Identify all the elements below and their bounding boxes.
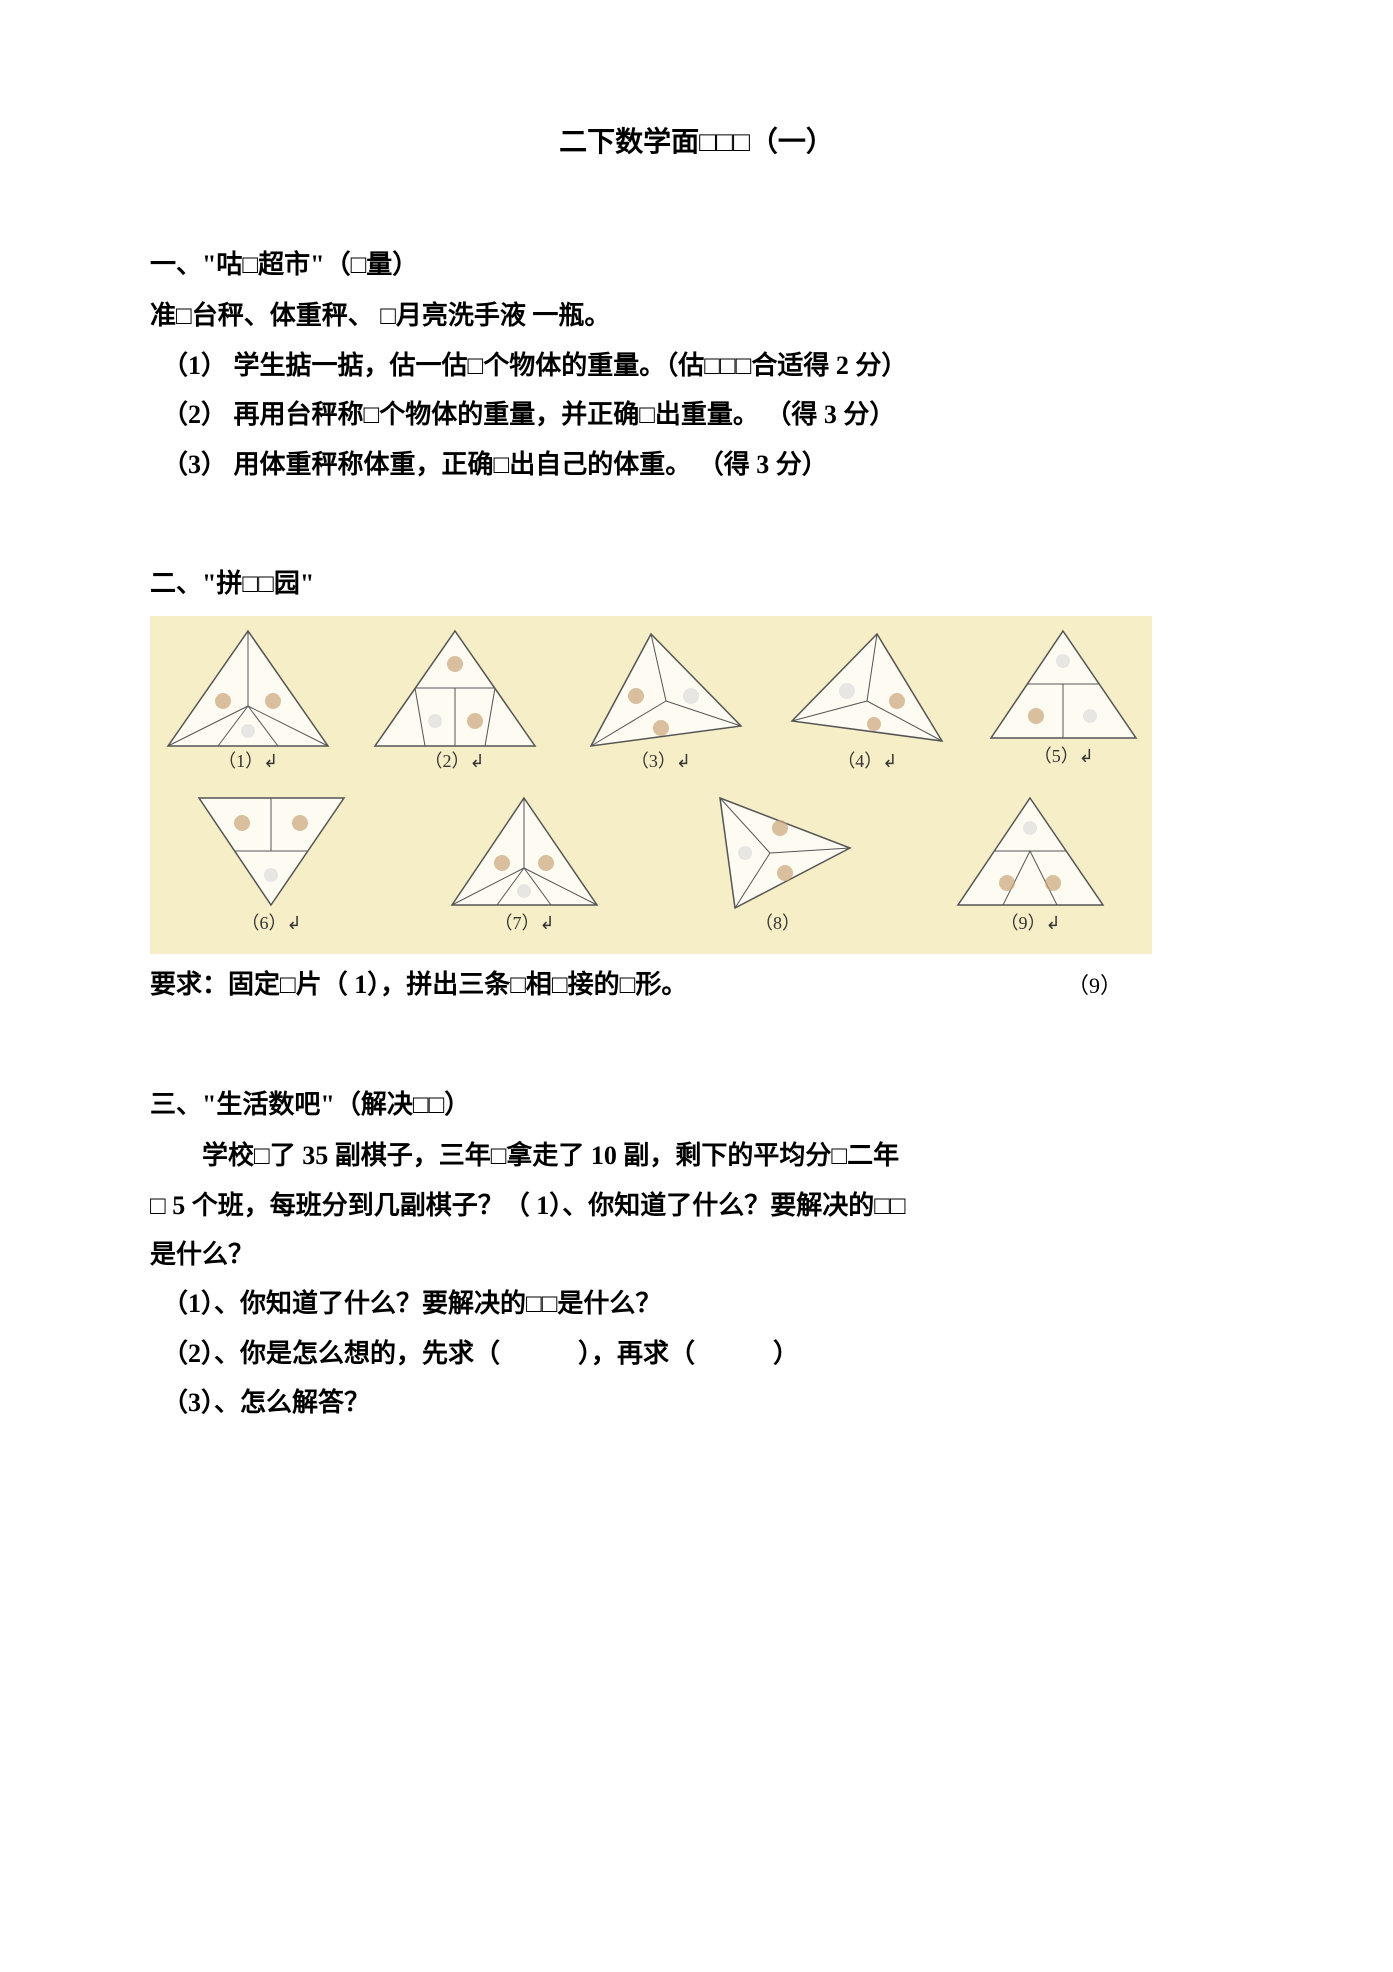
triangle-8-label: （8）	[755, 909, 800, 935]
triangle-2-svg	[370, 626, 540, 751]
triangle-1-label: （1）↲	[218, 747, 278, 773]
section-2: 二、"拼□□园" （1）↲	[150, 559, 1243, 1010]
figure-caption-row: 要求：固定□片（ 1），拼出三条□相□接的□形。 （9）	[150, 960, 1152, 1009]
triangle-5-label: （5）↲	[1034, 742, 1094, 768]
triangle-3: （3）↲	[573, 626, 748, 773]
section-2-requirement: 要求：固定□片（ 1），拼出三条□相□接的□形。	[150, 960, 687, 1009]
section-1-item-2: （2） 再用台秤称□个物体的重量，并正确□出重量。 （得 3 分）	[150, 390, 1243, 439]
triangle-figure: （1）↲ （2）↲	[150, 616, 1152, 954]
triangle-9-label: （9）↲	[1000, 909, 1060, 935]
triangle-4-label: （4）↲	[837, 747, 897, 773]
section-2-header: 二、"拼□□园"	[150, 559, 1243, 608]
section-3-problem-line-2: □ 5 个班，每班分到几副棋子？（ 1）、你知道了什么？要解决的□□	[150, 1181, 1243, 1230]
section-3-problem-line-1: 学校□了 35 副棋子，三年□拿走了 10 副，剩下的平均分□二年	[150, 1131, 1243, 1180]
triangle-2: （2）↲	[367, 626, 542, 773]
section-1-header: 一、"咕□超市"（□量）	[150, 240, 1243, 289]
triangle-5: （5）↲	[986, 626, 1141, 768]
triangle-2-label: （2）↲	[425, 747, 485, 773]
triangle-4: （4）↲	[780, 626, 955, 773]
section-3-q1: （1）、你知道了什么？要解决的□□是什么？	[150, 1279, 1243, 1328]
section-3-q3: （3）、怎么解答？	[150, 1378, 1243, 1427]
triangle-6: （6）↲	[194, 793, 349, 935]
triangle-1: （1）↲	[161, 626, 336, 773]
triangle-4-svg	[782, 626, 952, 751]
triangle-3-label: （3）↲	[631, 747, 691, 773]
section-1: 一、"咕□超市"（□量） 准□台秤、体重秤、 □月亮洗手液 一瓶。 （1） 学生…	[150, 240, 1243, 489]
section-1-item-3: （3） 用体重秤称体重，正确□出自己的体重。 （得 3 分）	[150, 440, 1243, 489]
triangle-8: （8）	[700, 793, 855, 935]
triangle-8-svg	[700, 793, 855, 913]
section-3-q2: （2）、你是怎么想的，先求（ ），再求（ ）	[150, 1329, 1243, 1378]
triangle-6-svg	[194, 793, 349, 913]
triangle-3-svg	[576, 626, 746, 751]
section-3: 三、"生活数吧"（解决□□） 学校□了 35 副棋子，三年□拿走了 10 副，剩…	[150, 1080, 1243, 1428]
section-1-item-1: （1） 学生掂一掂，估一估□个物体的重量。（估□□□合适得 2 分）	[150, 341, 1243, 390]
triangle-1-svg	[163, 626, 333, 751]
section-2-note: （9）	[1067, 968, 1152, 1000]
triangle-7: （7）↲	[447, 793, 602, 935]
section-3-problem-line-3: 是什么？	[150, 1230, 1243, 1279]
page-title: 二下数学面□□□（一）	[150, 120, 1243, 160]
section-1-prep: 准□台秤、体重秤、 □月亮洗手液 一瓶。	[150, 291, 1243, 340]
triangle-7-label: （7）↲	[494, 909, 554, 935]
section-3-header: 三、"生活数吧"（解决□□）	[150, 1080, 1243, 1129]
triangle-5-svg	[986, 626, 1141, 746]
triangle-6-label: （6）↲	[241, 909, 301, 935]
triangle-9: （9）↲	[953, 793, 1108, 935]
triangle-7-svg	[447, 793, 602, 913]
triangle-9-svg	[953, 793, 1108, 913]
